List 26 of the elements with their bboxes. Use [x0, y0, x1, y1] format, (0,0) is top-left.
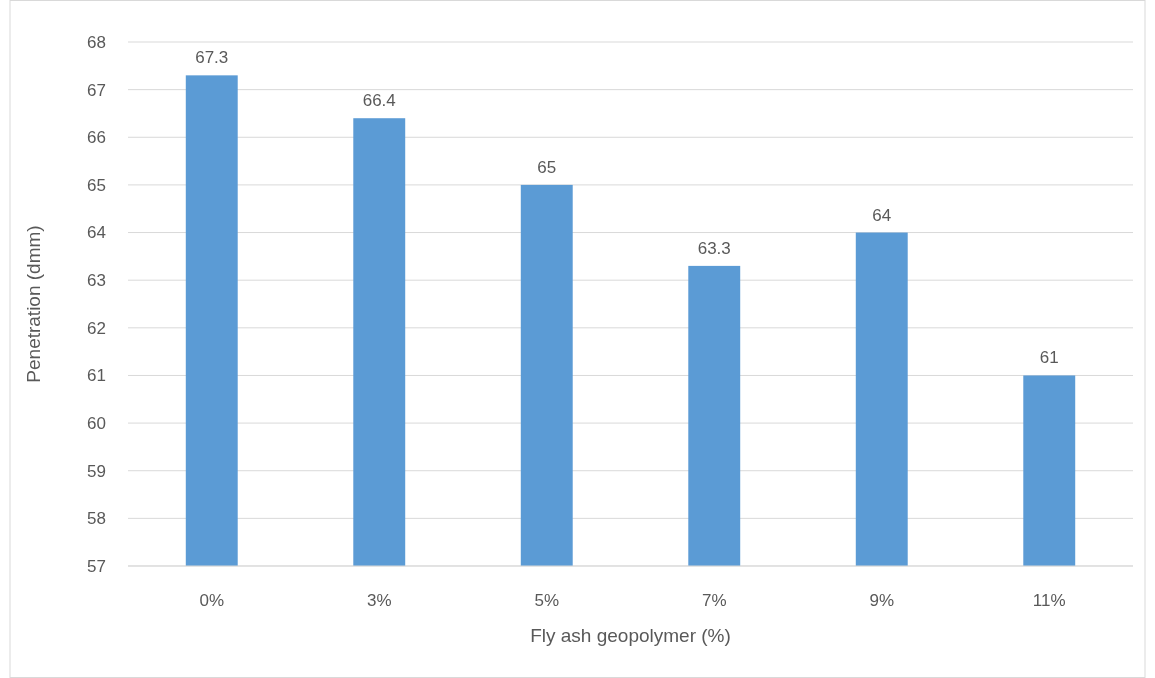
y-tick-label: 61	[87, 366, 106, 386]
data-label: 63.3	[697, 238, 731, 258]
y-tick-label: 59	[87, 461, 106, 481]
data-label: 64	[872, 205, 892, 225]
data-label: 67.3	[195, 48, 229, 68]
y-tick-label: 58	[87, 509, 106, 529]
y-tick-label: 68	[87, 32, 106, 52]
data-label: 61	[1039, 348, 1059, 368]
x-tick-label: 7%	[701, 591, 727, 610]
y-tick-label: 64	[87, 223, 106, 243]
y-axis-title: Penetration (dmm)	[23, 225, 44, 383]
data-label: 66.4	[362, 91, 396, 111]
y-tick-label: 62	[87, 318, 106, 338]
y-tick-label: 60	[87, 414, 106, 434]
x-tick-label: 5%	[534, 591, 560, 610]
x-tick-label: 3%	[366, 591, 392, 610]
y-tick-label: 63	[87, 271, 106, 291]
x-axis-title: Fly ash geopolymer (%)	[530, 625, 731, 646]
y-tick-label: 57	[87, 556, 106, 576]
x-tick-label: 0%	[199, 591, 225, 610]
x-tick-label: 9%	[869, 591, 895, 610]
y-tick-label: 66	[87, 128, 106, 148]
y-tick-label: 65	[87, 175, 106, 195]
x-tick-label: 11%	[1032, 591, 1066, 610]
y-tick-label: 67	[87, 80, 106, 100]
data-label: 65	[537, 157, 557, 177]
